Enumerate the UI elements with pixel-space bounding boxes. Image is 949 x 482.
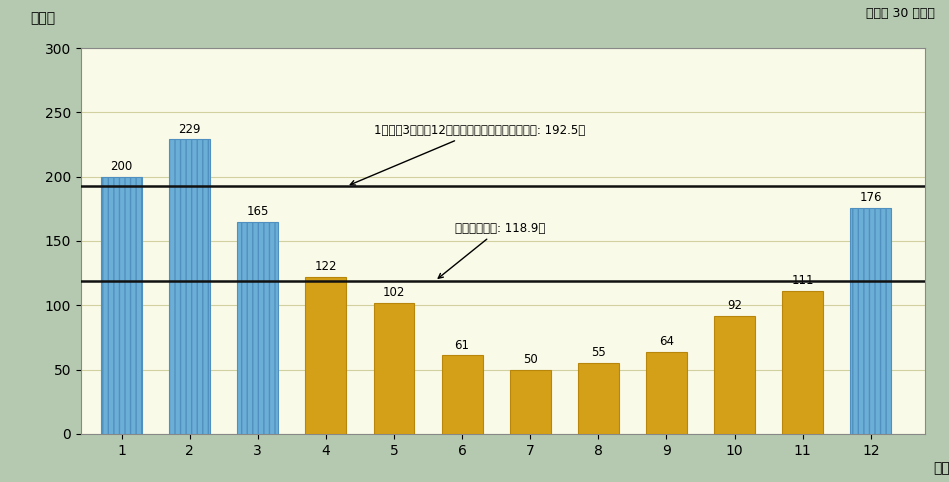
Bar (102, 177, 142, 434)
Bar (169, 139, 210, 434)
Text: 122: 122 (315, 260, 337, 273)
Text: 176: 176 (860, 191, 882, 204)
Text: 200: 200 (110, 160, 133, 173)
Text: 61: 61 (455, 338, 470, 351)
Text: 1月から3月及び12月の火災による死者数の平均: 192.5人: 1月から3月及び12月の火災による死者数の平均: 192.5人 (350, 124, 585, 185)
Text: 年間の月平均: 118.9人: 年間の月平均: 118.9人 (438, 222, 546, 278)
Text: 229: 229 (178, 122, 201, 135)
Text: 102: 102 (382, 286, 405, 299)
Text: 92: 92 (727, 299, 742, 312)
Text: （人）: （人） (30, 11, 55, 25)
Bar (714, 316, 755, 434)
Bar (782, 291, 823, 434)
Bar (646, 351, 687, 434)
Text: 111: 111 (791, 274, 814, 287)
Text: （月）: （月） (934, 461, 949, 475)
Text: 50: 50 (523, 353, 537, 366)
Bar (850, 208, 891, 434)
Bar (306, 277, 346, 434)
Bar (374, 303, 415, 434)
Text: 165: 165 (247, 205, 269, 218)
Bar (510, 370, 550, 434)
Text: 64: 64 (659, 335, 674, 348)
Bar (578, 363, 619, 434)
Bar (237, 222, 278, 434)
Bar (441, 355, 482, 434)
Text: 55: 55 (591, 346, 605, 359)
Text: （平成 30 年中）: （平成 30 年中） (865, 7, 935, 20)
